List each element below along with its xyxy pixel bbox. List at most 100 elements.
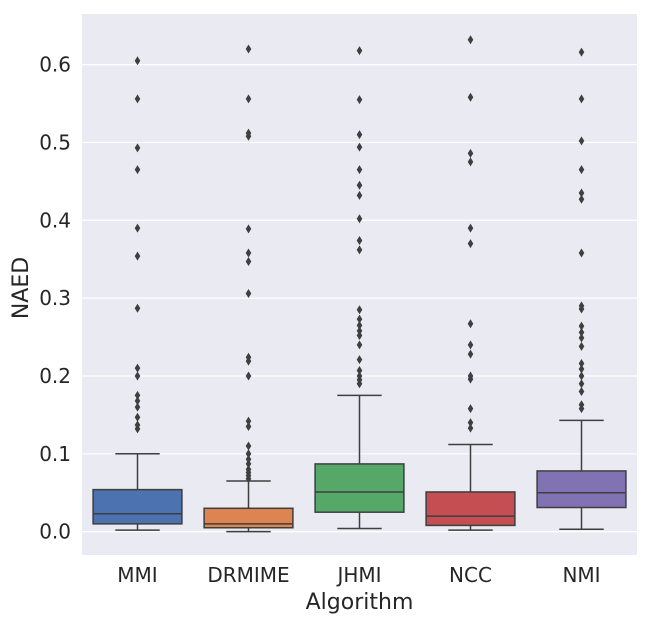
x-tick-label: DRMIME — [207, 563, 289, 587]
outlier-point — [467, 319, 474, 329]
outlier-point — [245, 422, 252, 432]
outlier-point — [467, 423, 474, 433]
y-tick-label: 0.1 — [39, 442, 71, 466]
outlier-point — [578, 321, 585, 331]
box-group-nmi — [536, 47, 627, 531]
outlier-point — [578, 327, 585, 337]
outlier-point — [245, 248, 252, 258]
box — [425, 491, 516, 527]
y-axis-title: NAED — [9, 257, 34, 319]
outlier-point — [467, 340, 474, 350]
outlier-point — [578, 364, 585, 374]
y-tick-label: 0.2 — [39, 364, 71, 388]
outlier-point — [134, 412, 141, 422]
box-series — [92, 35, 627, 533]
outlier-point — [356, 190, 363, 200]
box-group-jhmi — [314, 46, 405, 530]
outlier-point — [356, 320, 363, 330]
outlier-point — [467, 374, 474, 384]
outlier-point — [356, 326, 363, 336]
outlier-point — [356, 366, 363, 376]
outlier-point — [578, 359, 585, 369]
outlier-point — [245, 441, 252, 451]
outlier-point — [245, 44, 252, 54]
box-group-drmime — [203, 44, 294, 533]
outlier-point — [578, 387, 585, 397]
box-group-mmi — [92, 56, 183, 531]
y-tick-label: 0.0 — [39, 520, 71, 544]
outlier-point — [134, 424, 141, 434]
outlier-point — [578, 333, 585, 343]
outlier-point — [245, 356, 252, 366]
outlier-point — [356, 130, 363, 140]
outlier-point — [578, 304, 585, 314]
outlier-point — [578, 341, 585, 351]
x-tick-label: MMI — [117, 563, 157, 587]
outlier-point — [467, 349, 474, 359]
outlier-point — [356, 180, 363, 190]
outlier-point — [356, 245, 363, 255]
x-axis-ticks: MMI DRMIME JHMI NCC NMI — [117, 563, 600, 587]
outlier-point — [578, 404, 585, 414]
outlier-point — [356, 95, 363, 105]
x-tick-label: JHMI — [335, 563, 381, 587]
outlier-point — [356, 305, 363, 315]
x-tick-label: NCC — [449, 563, 492, 587]
outlier-point — [245, 459, 252, 469]
outlier-point — [356, 46, 363, 56]
outlier-point — [134, 165, 141, 175]
outlier-point — [134, 223, 141, 233]
box — [92, 488, 183, 525]
outlier-point — [245, 288, 252, 298]
box — [203, 507, 294, 529]
outlier-point — [134, 402, 141, 412]
outlier-point — [134, 143, 141, 153]
outlier-point — [134, 56, 141, 66]
y-tick-label: 0.4 — [39, 208, 71, 232]
outlier-point — [356, 165, 363, 175]
outlier-point — [467, 418, 474, 428]
outlier-point — [134, 363, 141, 373]
outlier-point — [467, 157, 474, 167]
outlier-point — [245, 416, 252, 426]
outlier-point — [356, 379, 363, 389]
outlier-point — [245, 257, 252, 267]
outlier-point — [356, 214, 363, 224]
outlier-point — [134, 251, 141, 261]
outlier-point — [467, 92, 474, 102]
outlier-point — [578, 165, 585, 175]
x-tick-label: NMI — [562, 563, 600, 587]
outlier-point — [578, 136, 585, 146]
outlier-point — [356, 340, 363, 350]
outlier-point — [245, 454, 252, 464]
outlier-point — [245, 131, 252, 141]
outlier-point — [467, 239, 474, 249]
outlier-point — [134, 396, 141, 406]
outlier-point — [467, 35, 474, 45]
y-tick-label: 0.5 — [39, 130, 71, 154]
outlier-point — [134, 94, 141, 104]
outlier-point — [578, 194, 585, 204]
outlier-point — [467, 404, 474, 414]
outlier-point — [467, 223, 474, 233]
outlier-point — [245, 224, 252, 234]
outlier-point — [467, 148, 474, 158]
outlier-point — [578, 94, 585, 104]
outlier-point — [578, 248, 585, 258]
outlier-point — [578, 379, 585, 389]
y-axis-ticks: 0.0 0.1 0.2 0.3 0.4 0.5 0.6 — [39, 53, 71, 544]
outlier-point — [578, 47, 585, 57]
outlier-point — [356, 142, 363, 152]
box — [314, 463, 405, 513]
outlier-point — [245, 474, 252, 484]
outlier-point — [134, 303, 141, 313]
y-tick-label: 0.6 — [39, 53, 71, 77]
outlier-point — [245, 371, 252, 381]
box — [536, 470, 627, 509]
outlier-point — [134, 371, 141, 381]
outlier-point — [245, 94, 252, 104]
x-axis-title: Algorithm — [306, 590, 414, 615]
outlier-point — [356, 330, 363, 340]
y-tick-label: 0.3 — [39, 286, 71, 310]
